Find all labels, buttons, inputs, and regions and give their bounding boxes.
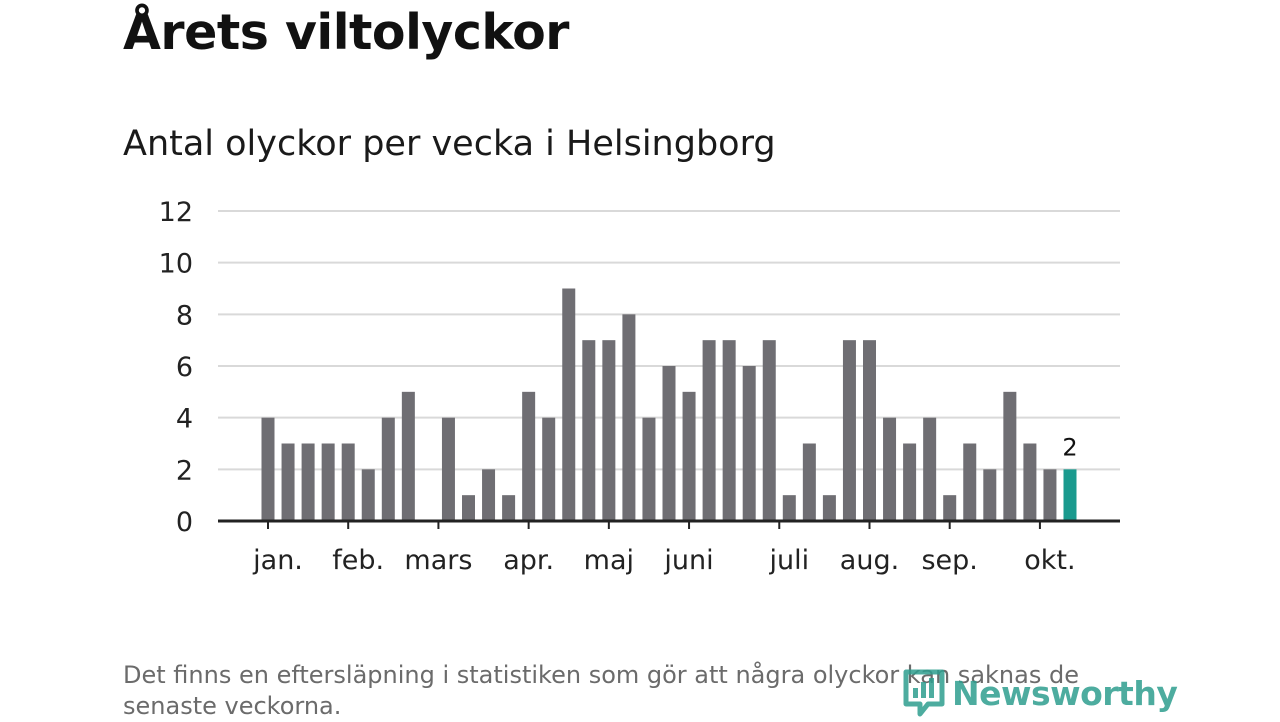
bar [883, 417, 897, 521]
bar [622, 314, 636, 521]
bar [642, 417, 656, 521]
bar [1043, 469, 1057, 521]
x-tick-label: maj [584, 545, 634, 576]
x-tick-label: juni [663, 545, 713, 576]
bar [441, 417, 455, 521]
x-tick-label: aug. [840, 545, 899, 576]
x-tick-label: mars [404, 545, 472, 576]
brand-name: Newsworthy [952, 673, 1178, 713]
x-tick-label: okt. [1024, 545, 1075, 576]
highlight-bar [1063, 469, 1077, 521]
bar-chart-logo-icon [903, 669, 945, 717]
bar [702, 340, 716, 521]
x-tick-label: feb. [332, 545, 384, 576]
bar [381, 417, 395, 521]
bar [863, 340, 876, 521]
bar [502, 495, 516, 521]
bar [842, 340, 856, 521]
chart-title: Årets viltolyckor [123, 4, 569, 61]
bar [321, 443, 335, 521]
bar [482, 469, 496, 521]
bar [582, 340, 596, 521]
bar [662, 366, 676, 521]
x-tick-label: jan. [252, 545, 303, 576]
bar [822, 495, 836, 521]
bar [782, 495, 796, 521]
x-tick-label: apr. [503, 545, 554, 576]
bar [722, 340, 736, 521]
x-tick-label: sep. [921, 545, 977, 576]
y-tick-label: 6 [176, 352, 193, 383]
bar [542, 417, 556, 521]
bar [602, 340, 616, 521]
y-tick-label: 12 [159, 197, 193, 228]
bar [462, 495, 475, 521]
x-tick-label: juli [768, 545, 809, 576]
bar [1023, 443, 1037, 521]
y-tick-label: 4 [176, 404, 193, 435]
bar [923, 417, 937, 521]
bar [983, 469, 997, 521]
bar [401, 391, 415, 521]
bar [943, 495, 957, 521]
bar [301, 443, 315, 521]
bar [963, 443, 977, 521]
y-tick-label: 0 [176, 507, 193, 538]
bar [261, 417, 275, 521]
bar [562, 288, 576, 521]
bar [903, 443, 917, 521]
bar [762, 340, 776, 521]
y-tick-label: 8 [176, 300, 193, 331]
chart-subtitle: Antal olyckor per vecka i Helsingborg [123, 124, 776, 164]
bar [522, 391, 536, 521]
bar [341, 443, 355, 521]
y-tick-label: 2 [176, 455, 193, 486]
y-tick-label: 10 [159, 249, 193, 280]
footnote: Det finns en eftersläpning i statistiken… [123, 661, 1079, 720]
bar [682, 391, 696, 521]
bar [281, 443, 295, 521]
bar [802, 443, 816, 521]
bar [1003, 391, 1017, 521]
brand-logo: Newsworthy [902, 668, 1178, 718]
data-label: 2 [1062, 433, 1077, 461]
bar [742, 366, 756, 521]
bar-chart: 0 2 4 6 8 10 12 2 jan. feb. mars apr. maj juni juli aug… [159, 197, 1120, 576]
bar [361, 469, 375, 521]
